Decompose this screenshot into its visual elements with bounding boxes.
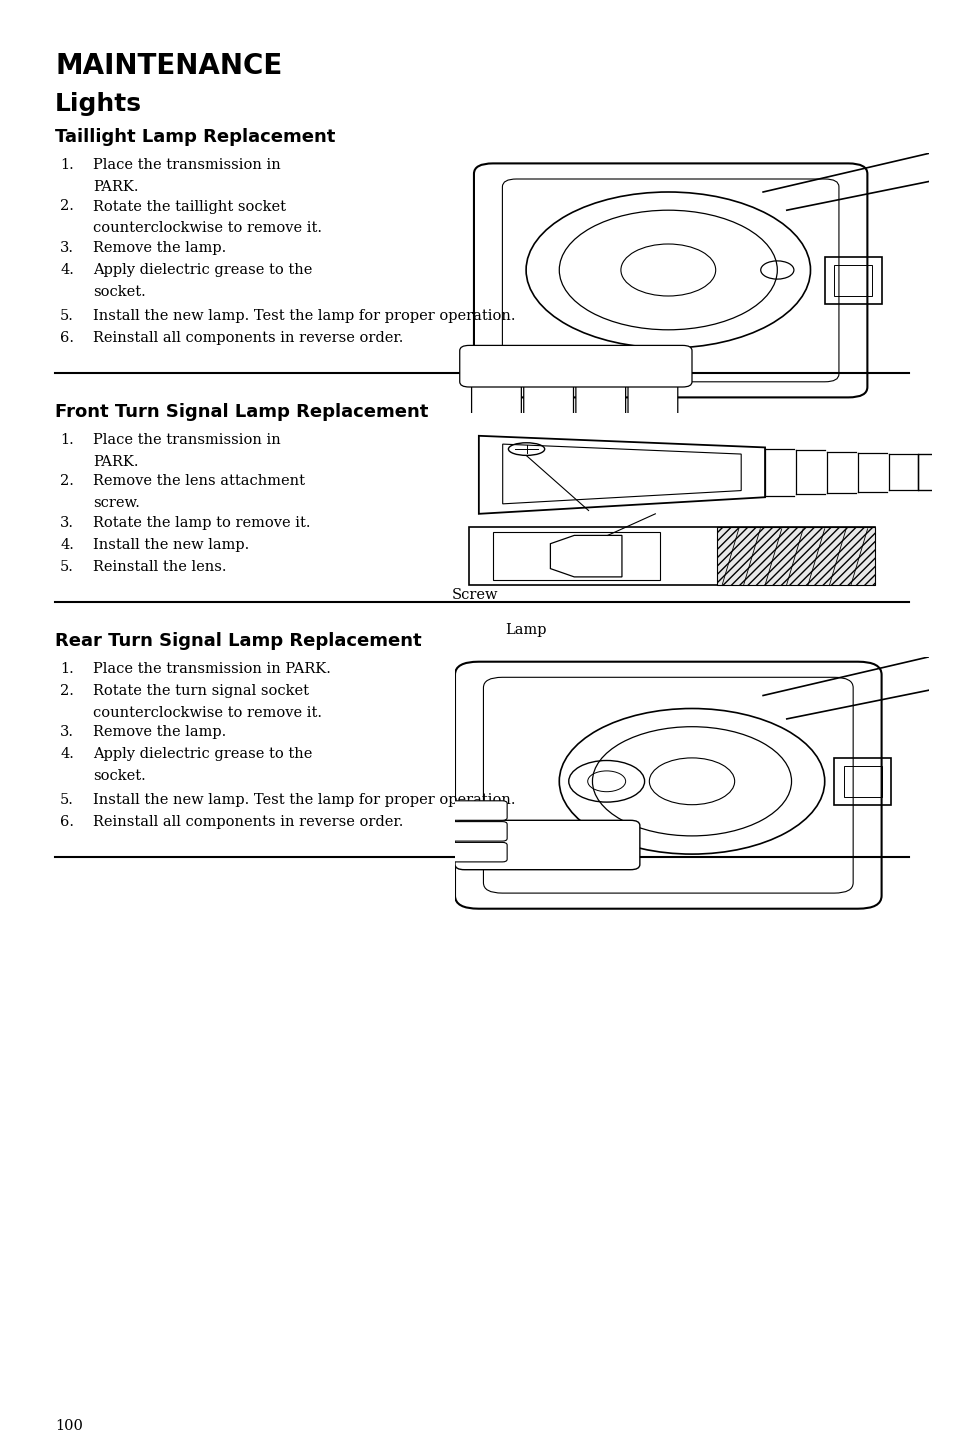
Bar — [833, 758, 890, 804]
Text: Apply dielectric grease to the: Apply dielectric grease to the — [92, 747, 312, 760]
Text: counterclockwise to remove it.: counterclockwise to remove it. — [92, 221, 322, 236]
Text: socket.: socket. — [92, 769, 146, 784]
FancyBboxPatch shape — [426, 842, 507, 862]
Text: Remove the lamp.: Remove the lamp. — [92, 726, 226, 739]
Bar — [833, 265, 871, 297]
Bar — [917, 455, 941, 490]
Text: Reinstall all components in reverse order.: Reinstall all components in reverse orde… — [92, 330, 403, 345]
Text: PARK.: PARK. — [92, 455, 138, 468]
Text: 1.: 1. — [60, 158, 73, 172]
FancyBboxPatch shape — [576, 359, 625, 430]
Text: Lamp: Lamp — [504, 622, 546, 637]
Text: 6.: 6. — [60, 814, 74, 829]
Text: Front Turn Signal Lamp Replacement: Front Turn Signal Lamp Replacement — [55, 403, 428, 420]
Text: 5.: 5. — [60, 308, 73, 323]
Text: 100: 100 — [55, 1419, 83, 1434]
Bar — [842, 766, 881, 797]
FancyBboxPatch shape — [426, 801, 507, 820]
Text: PARK.: PARK. — [92, 180, 138, 193]
Text: 4.: 4. — [60, 747, 73, 760]
Bar — [493, 532, 659, 580]
FancyBboxPatch shape — [455, 820, 639, 869]
Text: Screw: Screw — [452, 587, 498, 602]
Text: 1.: 1. — [60, 662, 73, 676]
Text: Remove the lens attachment: Remove the lens attachment — [92, 474, 305, 489]
Text: screw.: screw. — [92, 496, 140, 510]
Text: Reinstall all components in reverse order.: Reinstall all components in reverse orde… — [92, 814, 403, 829]
FancyBboxPatch shape — [627, 365, 677, 430]
Text: Install the new lamp. Test the lamp for proper operation.: Install the new lamp. Test the lamp for … — [92, 308, 515, 323]
Text: Taillight Lamp Replacement: Taillight Lamp Replacement — [55, 128, 335, 145]
Bar — [717, 528, 874, 585]
Text: counterclockwise to remove it.: counterclockwise to remove it. — [92, 705, 322, 720]
Text: Place the transmission in PARK.: Place the transmission in PARK. — [92, 662, 331, 676]
FancyBboxPatch shape — [471, 349, 520, 430]
Text: 3.: 3. — [60, 726, 74, 739]
Text: Reinstall the lens.: Reinstall the lens. — [92, 560, 226, 573]
Text: 3.: 3. — [60, 241, 74, 254]
Text: Install the new lamp. Test the lamp for proper operation.: Install the new lamp. Test the lamp for … — [92, 792, 515, 807]
Bar — [469, 528, 874, 585]
Text: 2.: 2. — [60, 683, 73, 698]
Text: Rotate the turn signal socket: Rotate the turn signal socket — [92, 683, 309, 698]
Text: 4.: 4. — [60, 263, 73, 278]
Text: Rotate the taillight socket: Rotate the taillight socket — [92, 199, 286, 214]
Text: Lights: Lights — [55, 92, 142, 116]
Text: 5.: 5. — [60, 792, 73, 807]
Polygon shape — [550, 535, 621, 577]
Text: 4.: 4. — [60, 538, 73, 551]
Text: 2.: 2. — [60, 474, 73, 489]
Text: Apply dielectric grease to the: Apply dielectric grease to the — [92, 263, 312, 278]
Text: 5.: 5. — [60, 560, 73, 573]
FancyBboxPatch shape — [426, 822, 507, 840]
Text: 3.: 3. — [60, 516, 74, 529]
Text: Install the new lamp.: Install the new lamp. — [92, 538, 249, 551]
Text: 6.: 6. — [60, 330, 74, 345]
Text: Remove the lamp.: Remove the lamp. — [92, 241, 226, 254]
Bar — [823, 257, 881, 304]
Text: 1.: 1. — [60, 432, 73, 446]
FancyBboxPatch shape — [459, 346, 691, 387]
Text: 2.: 2. — [60, 199, 73, 214]
Text: Rotate the lamp to remove it.: Rotate the lamp to remove it. — [92, 516, 310, 529]
Text: Place the transmission in: Place the transmission in — [92, 158, 280, 172]
Text: Rear Turn Signal Lamp Replacement: Rear Turn Signal Lamp Replacement — [55, 631, 421, 650]
Text: Place the transmission in: Place the transmission in — [92, 432, 280, 446]
FancyBboxPatch shape — [523, 355, 573, 430]
Text: MAINTENANCE: MAINTENANCE — [55, 52, 282, 80]
Text: socket.: socket. — [92, 285, 146, 300]
